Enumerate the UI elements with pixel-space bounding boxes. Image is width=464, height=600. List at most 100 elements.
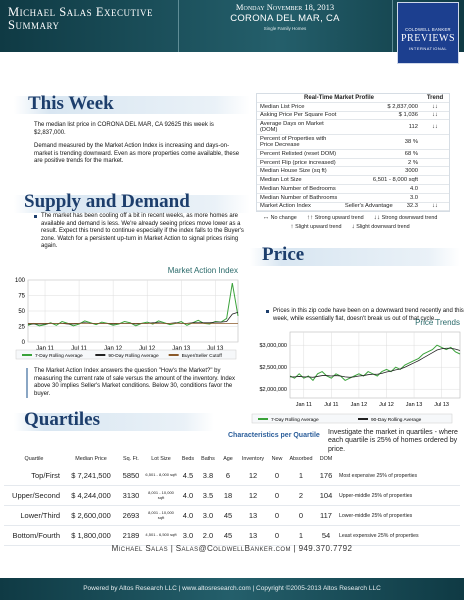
y-tick-label: 100 [15,278,26,284]
legend-label: Strong downward trend [381,215,438,221]
market-profile: Real-Time Market Profile Trend Median Li… [256,93,450,213]
profile-value: 3.0 [341,193,421,203]
profile-value: $ 2,837,000 [341,102,421,112]
profile-value: 6,501 - 8,000 sqft [341,175,421,186]
legend-symbol: ↓↓ [373,214,381,221]
profile-number: 3000 [405,168,418,175]
profile-row: Percent Relisted (reset DOM) 68 % [257,149,449,159]
quartile-cell: Bottom/Fourth [4,525,64,546]
quartile-cell: 117 [316,505,336,526]
profile-label: Median Lot Size [257,175,342,186]
profile-row: Median Number of Bathrooms 3.0 [257,193,449,203]
quartile-cell: 4.5 [178,466,198,486]
profile-trend [421,184,449,194]
profile-label: Average Days on Market (DOM) [257,119,342,136]
this-week-text: The median list price in CORONA DEL MAR,… [34,122,244,172]
profile-trend [421,149,449,159]
quartile-cell: 2693 [118,505,144,526]
quartile-cell: Most expensive 25% of properties [336,466,460,486]
profile-number: 68 % [404,150,418,157]
quartile-cell: 4.0 [178,505,198,526]
quartile-cell: 176 [316,466,336,486]
profile-row: Average Days on Market (DOM) 112 ↓↓ [257,119,449,136]
profile-row: Percent of Properties with Price Decreas… [257,134,449,150]
logo-text: INTERNATIONAL [408,46,448,51]
quartile-cell: 18 [218,485,238,506]
series-line [289,344,461,382]
quartile-cell: 13 [238,505,268,526]
profile-value: $ 1,036 [341,111,421,121]
legend-label: Slight downward trend [356,224,410,230]
supply-demand-text: The market has been cooling off a bit in… [34,213,249,251]
x-tick-label: Jul 13 [207,346,224,352]
quartile-cell: Least expensive 25% of properties [336,525,460,546]
market-action-chart: Market Action Index 0 25 50 75 100 Jan 11 Jul 1… [15,266,239,360]
trend-header: Trend [421,94,449,103]
profile-value: 4.0 [341,184,421,194]
property-type: Single Family Homes [263,26,307,31]
quartile-cell: Upper-middle 25% of properties [336,485,460,506]
y-tick-label: 25 [18,325,25,331]
quartile-cell: 2189 [118,525,144,546]
y-tick-label: $2,000,000 [259,387,287,393]
profile-trend: ↓↓ [421,202,449,212]
profile-trend: ↓↓ [421,102,449,112]
header-band [0,0,464,52]
y-tick-label: $3,000,000 [259,343,287,349]
x-tick-label: Jan 13 [172,346,191,352]
profile-row: Asking Price Per Square Foot $ 1,036 ↓↓ [257,111,449,121]
quartile-row: Upper/Second $ 4,244,000 3130 8,001 - 10,00… [4,485,460,506]
legend-label: 90-Day Rolling Average [108,353,159,359]
logo: COLDWELL BANKER PREVIEWS INTERNATIONAL [397,2,459,64]
column-header: Baths [201,456,215,462]
quartile-cell: Lower-middle 25% of properties [336,505,460,526]
quartile-table: Quartile Median Price Sq. Ft. Lot Size Beds B… [4,452,460,546]
trend-arrow: ↓↓ [432,203,438,210]
quartile-cell: $ 1,800,000 [64,525,118,546]
profile-number: 3.0 [409,194,418,201]
legend-label: Slight upward trend [295,224,342,230]
quartile-table-wrap: Quartile Median Price Sq. Ft. Lot Size Beds B… [4,452,460,546]
quartile-cell: 1 [286,466,316,486]
quartile-cell: 1 [286,525,316,546]
trend-arrow: ↓↓ [432,112,438,119]
column-header: Lot Size [151,456,171,462]
legend-label: Strong upward trend [314,215,364,221]
profile-label: Market Action Index [257,202,342,212]
legend-symbol: ↑ [290,223,294,230]
quartile-cell: 0 [286,505,316,526]
quartile-cell: 3.0 [178,525,198,546]
legend-item: ↑↑ Strong upward trend [307,214,364,221]
profile-value: 112 [341,119,421,136]
profile-value: Seller's Advantage 32.3 [341,202,421,212]
legend-label: Buyer/Seller Cutoff [182,353,223,359]
profile-note: Seller's Advantage [344,203,393,210]
column-header: Median Price [75,456,107,462]
quartile-cell: 45 [218,525,238,546]
y-tick-label: 0 [22,340,26,346]
quartile-cell: 5850 [118,466,144,486]
x-tick-label: Jan 13 [406,402,423,408]
profile-label: Percent Flip (price increased) [257,158,342,168]
x-tick-label: Jan 11 [36,346,54,352]
column-header: Inventory [241,456,265,462]
quartile-cell: $ 2,600,000 [64,505,118,526]
profile-row: Market Action Index Seller's Advantage 32.… [257,202,449,212]
profile-row: Median Number of Bedrooms 4.0 [257,184,449,194]
column-header: Beds [181,456,195,462]
profile-row: Percent Flip (price increased) 2 % [257,158,449,168]
legend-item: ↓↓ Strong downward trend [374,214,438,221]
mai-note: The Market Action Index answers the ques… [26,368,246,399]
quartile-cell: 0 [268,525,286,546]
price-text: Prices in this zip code have been on a d… [266,308,464,323]
section-title: Price [262,244,305,265]
legend-symbol: ↔ [262,214,270,221]
x-tick-label: Jul 11 [324,402,338,408]
quartile-row: Bottom/Fourth $ 1,800,000 2189 4,501 - 6,50… [4,525,460,546]
profile-trend [421,134,449,150]
quartile-cell: $ 4,244,000 [64,485,118,506]
series-line [290,347,461,378]
contact-line: Michael Salas | Salas@ColdwellBanker.com… [111,544,353,553]
paragraph: Demand measured by the Market Action Ind… [34,143,240,165]
